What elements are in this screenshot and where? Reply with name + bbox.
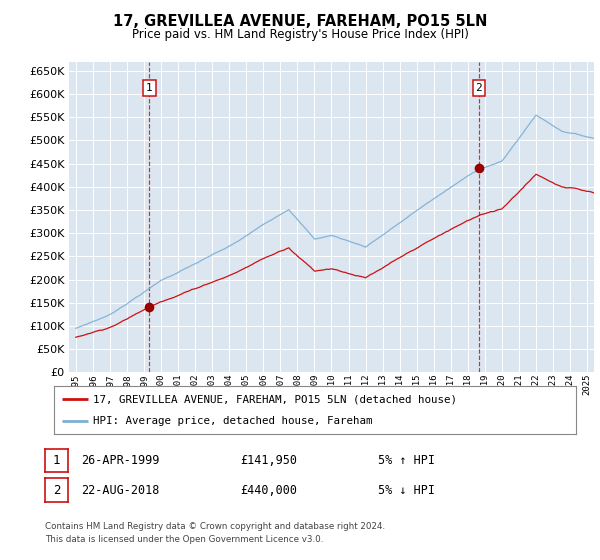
Text: 17, GREVILLEA AVENUE, FAREHAM, PO15 5LN: 17, GREVILLEA AVENUE, FAREHAM, PO15 5LN bbox=[113, 14, 487, 29]
Text: HPI: Average price, detached house, Fareham: HPI: Average price, detached house, Fare… bbox=[93, 416, 373, 426]
Text: 1: 1 bbox=[146, 83, 153, 93]
Text: 2: 2 bbox=[53, 483, 60, 497]
Text: 17, GREVILLEA AVENUE, FAREHAM, PO15 5LN (detached house): 17, GREVILLEA AVENUE, FAREHAM, PO15 5LN … bbox=[93, 394, 457, 404]
Text: Price paid vs. HM Land Registry's House Price Index (HPI): Price paid vs. HM Land Registry's House … bbox=[131, 28, 469, 41]
Text: 22-AUG-2018: 22-AUG-2018 bbox=[81, 483, 160, 497]
Text: 5% ↓ HPI: 5% ↓ HPI bbox=[378, 483, 435, 497]
Text: 1: 1 bbox=[53, 454, 60, 467]
Text: 5% ↑ HPI: 5% ↑ HPI bbox=[378, 454, 435, 467]
Text: 2: 2 bbox=[475, 83, 482, 93]
Text: 26-APR-1999: 26-APR-1999 bbox=[81, 454, 160, 467]
Text: £440,000: £440,000 bbox=[240, 483, 297, 497]
Text: £141,950: £141,950 bbox=[240, 454, 297, 467]
Text: Contains HM Land Registry data © Crown copyright and database right 2024.
This d: Contains HM Land Registry data © Crown c… bbox=[45, 522, 385, 544]
